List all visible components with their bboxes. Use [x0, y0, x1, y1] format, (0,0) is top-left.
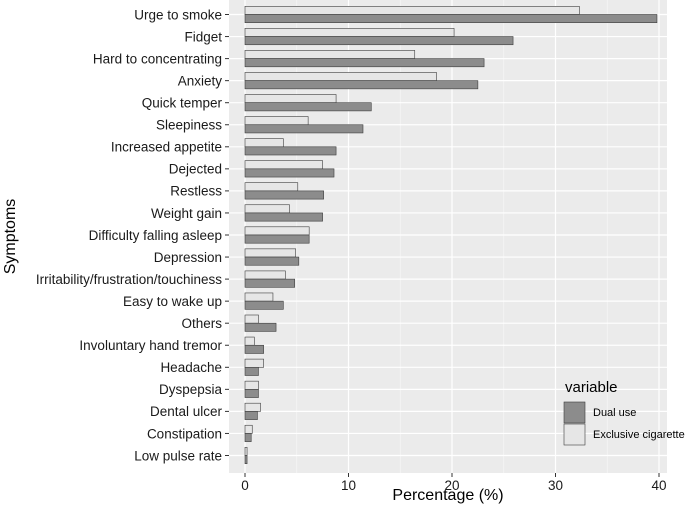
category-label: Headache: [160, 360, 222, 375]
bar-dual-use: [244, 344, 264, 354]
bar-dual-use: [244, 58, 485, 68]
bar-dual-use: [244, 411, 258, 420]
category-ticks: [225, 14, 229, 456]
category-label: Restless: [170, 184, 222, 199]
bar-exclusive-cigarette: [244, 358, 264, 368]
legend-label: Dual use: [593, 407, 636, 419]
category-label: Low pulse rate: [134, 448, 222, 463]
bars: [244, 6, 658, 464]
category-label: Urge to smoke: [134, 7, 222, 22]
bar-exclusive-cigarette: [244, 160, 323, 170]
bar-dual-use: [244, 366, 259, 376]
x-ticks: 0 10 20 30 40: [241, 473, 667, 493]
category-labels: Urge to smoke Fidget Hard to concentrating…: [36, 7, 223, 463]
category-label: Difficulty falling asleep: [89, 228, 222, 243]
bar-exclusive-cigarette: [244, 380, 259, 390]
legend-key-dual-use: [563, 401, 586, 424]
legend-key-exclusive-cigarette: [563, 423, 586, 446]
bar-dual-use: [244, 102, 372, 112]
bar-dual-use: [244, 278, 295, 288]
x-tick-label: 0: [241, 478, 249, 493]
bar-dual-use: [244, 146, 337, 156]
category-label: Dejected: [169, 162, 222, 177]
bar-dual-use: [244, 80, 479, 90]
bar-dual-use: [244, 433, 252, 442]
bar-exclusive-cigarette: [244, 446, 248, 456]
bar-exclusive-cigarette: [244, 116, 309, 126]
bar-exclusive-cigarette: [244, 94, 337, 103]
category-label: Sleepiness: [156, 118, 222, 133]
category-label: Depression: [154, 250, 222, 265]
bar-dual-use: [244, 124, 364, 134]
x-tick-label: 30: [548, 478, 563, 493]
category-label: Hard to concentrating: [93, 51, 222, 66]
bar-dual-use: [244, 300, 284, 310]
category-label: Involuntary hand tremor: [79, 338, 222, 353]
category-label: Quick temper: [142, 96, 223, 111]
x-tick-label: 20: [444, 478, 459, 493]
bar-exclusive-cigarette: [244, 6, 580, 15]
category-label: Irritability/frustration/touchiness: [36, 272, 222, 287]
category-label: Weight gain: [151, 206, 222, 221]
bar-exclusive-cigarette: [244, 402, 261, 412]
x-tick-label: 40: [651, 478, 666, 493]
legend-label: Exclusive cigarette: [593, 429, 685, 441]
legend-title: variable: [565, 379, 618, 396]
bar-exclusive-cigarette: [244, 72, 437, 81]
bar-exclusive-cigarette: [244, 226, 310, 236]
bar-exclusive-cigarette: [244, 204, 290, 214]
category-label: Dyspepsia: [159, 382, 223, 397]
bar-dual-use: [244, 322, 277, 332]
bar-exclusive-cigarette: [244, 28, 455, 37]
x-axis-title: Percentage (%): [392, 487, 503, 504]
bar-dual-use: [244, 256, 300, 266]
category-label: Increased appetite: [111, 140, 222, 155]
category-label: Anxiety: [178, 73, 223, 88]
bar-exclusive-cigarette: [244, 336, 255, 346]
bar-dual-use: [244, 455, 248, 464]
bar-exclusive-cigarette: [244, 50, 416, 59]
category-label: Constipation: [147, 426, 222, 441]
bar-exclusive-cigarette: [244, 138, 284, 148]
category-label: Fidget: [184, 29, 222, 44]
x-tick-label: 10: [341, 478, 356, 493]
bar-exclusive-cigarette: [244, 292, 274, 302]
bar-exclusive-cigarette: [244, 270, 286, 280]
bar-exclusive-cigarette: [244, 314, 259, 324]
bar-dual-use: [244, 212, 323, 222]
legend: variable Dual use Exclusive cigarette: [563, 379, 685, 446]
bar-dual-use: [244, 234, 310, 244]
bar-dual-use: [244, 190, 324, 200]
bar-dual-use: [244, 14, 658, 23]
category-label: Easy to wake up: [123, 294, 222, 309]
category-label: Others: [181, 316, 222, 331]
y-axis-title: Symptoms: [2, 199, 19, 275]
category-label: Dental ulcer: [150, 404, 223, 419]
bar-exclusive-cigarette: [244, 424, 253, 434]
bar-exclusive-cigarette: [244, 248, 297, 258]
bar-dual-use: [244, 36, 514, 46]
bar-dual-use: [244, 168, 335, 178]
bar-dual-use: [244, 389, 259, 398]
bar-exclusive-cigarette: [244, 182, 299, 192]
